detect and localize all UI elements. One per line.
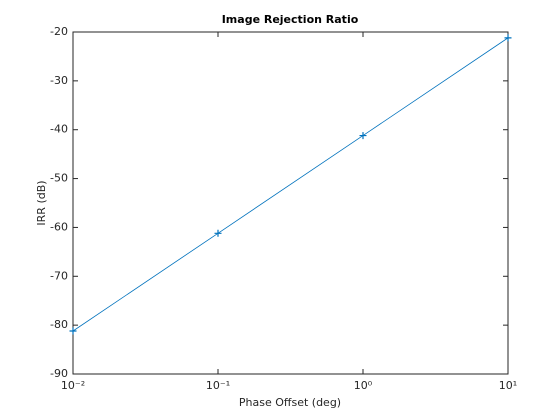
plot-area <box>72 31 509 375</box>
y-tick-label: -20 <box>50 25 68 38</box>
x-tick-label: 10¹ <box>499 379 517 392</box>
y-tick-label: -30 <box>50 74 68 87</box>
y-tick-label: -90 <box>50 367 68 380</box>
x-tick-label: 10⁻¹ <box>206 379 230 392</box>
marker <box>69 327 77 335</box>
y-tick-label: -40 <box>50 123 68 136</box>
marker <box>359 132 367 140</box>
x-axis-label: Phase Offset (deg) <box>239 396 341 409</box>
x-tick-label: 10⁻² <box>61 379 85 392</box>
x-tick-label: 10⁰ <box>354 379 373 392</box>
y-axis-label: IRR (dB) <box>35 180 48 225</box>
y-tick-label: -60 <box>50 220 68 233</box>
marker <box>214 229 222 237</box>
chart-title: Image Rejection Ratio <box>222 13 359 26</box>
line <box>72 37 509 332</box>
y-tick-label: -80 <box>50 318 68 331</box>
y-tick-label: -70 <box>50 269 68 282</box>
y-tick-label: -50 <box>50 172 68 185</box>
marker <box>504 34 512 42</box>
